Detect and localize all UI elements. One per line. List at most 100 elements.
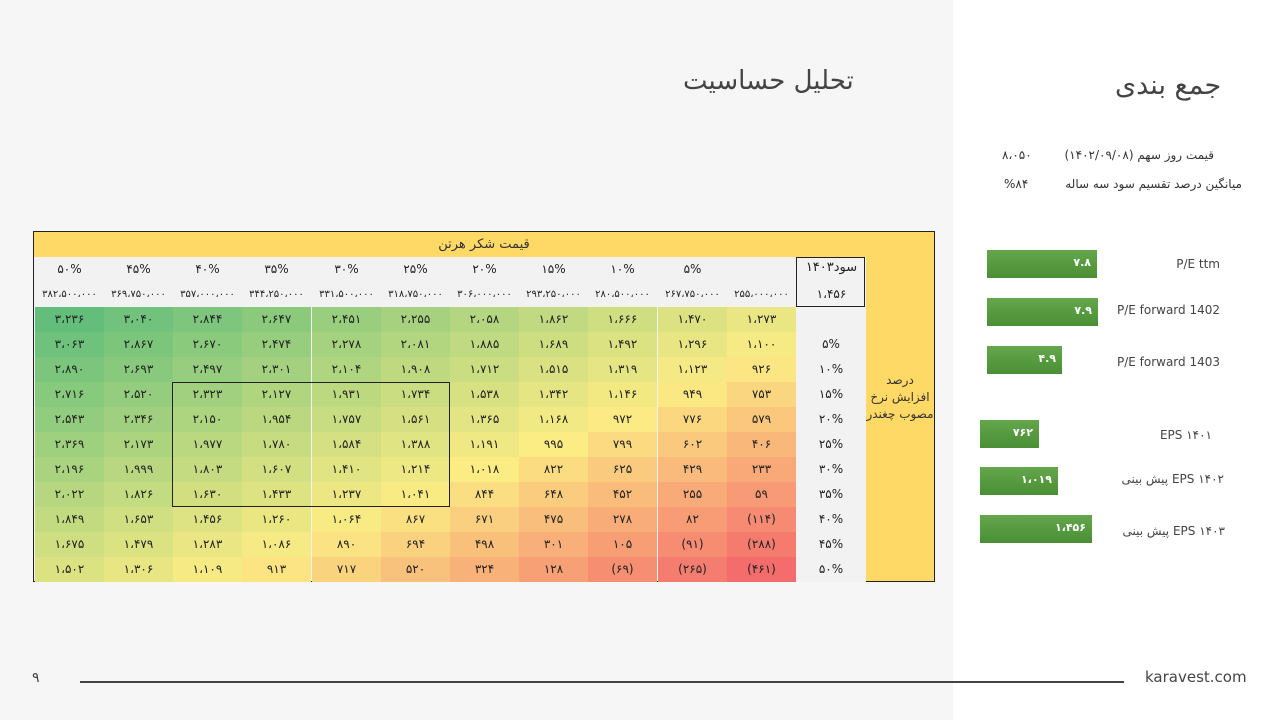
- price-cell: ۳۱۸،۷۵۰،۰۰۰: [381, 282, 450, 307]
- table-cell: ۲،۴۵۱: [312, 307, 381, 332]
- table-cell: ۱،۸۸۵: [450, 332, 519, 357]
- bar-value: ۷.۸: [1073, 256, 1091, 269]
- summary-bar: ۱،۰۱۹: [980, 467, 1058, 495]
- price-cell: ۳۵۷،۰۰۰،۰۰۰: [173, 282, 242, 307]
- column-header: ۴۰%: [173, 257, 242, 282]
- column-header: ۱۰%: [588, 257, 657, 282]
- table-cell: ۱،۱۲۳: [658, 357, 727, 382]
- table-cell: ۲،۳۰۱: [242, 357, 311, 382]
- table-cell: ۵۷۹: [727, 407, 796, 432]
- table-cell: ۲،۱۲۷: [242, 382, 311, 407]
- summary-title: جمع بندی: [1115, 70, 1222, 101]
- table-cell: ۴۲۹: [658, 457, 727, 482]
- table-header: قیمت شکر هرتن: [34, 232, 934, 257]
- table-cell: ۴۹۸: [450, 532, 519, 557]
- table-cell: ۱،۳۸۸: [381, 432, 450, 457]
- bar-label: پیش بینی EPS ۱۴۰۳: [1122, 524, 1225, 538]
- table-cell: ۳،۰۶۳: [35, 332, 104, 357]
- table-cell: ۱،۳۶۵: [450, 407, 519, 432]
- table-cell: ۲،۱۰۴: [312, 357, 381, 382]
- column-header: ۵%: [658, 257, 727, 282]
- price-cell: ۲۵۵،۰۰۰،۰۰۰: [727, 282, 796, 307]
- table-cell: ۱۲۸: [519, 557, 588, 582]
- table-cell: ۲،۸۴۴: [173, 307, 242, 332]
- table-cell: ۱،۲۹۶: [658, 332, 727, 357]
- summary-bar: ۴.۹: [987, 346, 1062, 374]
- table-cell: ۱،۴۱۰: [312, 457, 381, 482]
- bar-value: ۷۶۲: [1012, 426, 1033, 439]
- table-cell: ۱،۶۷۵: [35, 532, 104, 557]
- table-cell: (۱۱۴): [727, 507, 796, 532]
- bar-label: پیش بینی EPS ۱۴۰۲: [1121, 472, 1224, 486]
- column-header: ۳۵%: [242, 257, 311, 282]
- table-cell: ۳،۰۴۰: [104, 307, 173, 332]
- column-header: ۲۵%: [381, 257, 450, 282]
- table-cell: ۱،۲۱۴: [381, 457, 450, 482]
- price-cell: ۲۹۳،۲۵۰،۰۰۰: [519, 282, 588, 307]
- table-cell: ۲،۸۹۰: [35, 357, 104, 382]
- column-header: [727, 257, 796, 282]
- table-cell: ۲،۰۵۸: [450, 307, 519, 332]
- stat-value-price: ۸،۰۵۰: [1002, 148, 1032, 162]
- eps-value: ۱،۴۵۶: [816, 287, 847, 301]
- table-cell: ۲،۶۹۳: [104, 357, 173, 382]
- table-cell: ۷۵۳: [727, 382, 796, 407]
- table-cell: ۱،۹۹۹: [104, 457, 173, 482]
- price-cell: ۳۴۴،۲۵۰،۰۰۰: [242, 282, 311, 307]
- summary-bar: ۷.۹: [987, 298, 1098, 326]
- summary-bar: ۷۶۲: [980, 420, 1039, 448]
- table-cell: ۲۳۳: [727, 457, 796, 482]
- bar-value: ۷.۹: [1074, 304, 1092, 317]
- row-label: ۲۰%: [796, 407, 866, 432]
- table-cell: ۱،۵۸۴: [312, 432, 381, 457]
- page-title: تحلیل حساسیت: [683, 66, 854, 96]
- table-cell: ۷۹۹: [588, 432, 657, 457]
- table-cell: ۱،۸۴۹: [35, 507, 104, 532]
- table-cell: ۲،۷۱۶: [35, 382, 104, 407]
- table-cell: ۱،۰۱۸: [450, 457, 519, 482]
- table-cell: ۱،۶۰۷: [242, 457, 311, 482]
- price-cell: ۳۰۶،۰۰۰،۰۰۰: [450, 282, 519, 307]
- table-cell: (۲۸۸): [727, 532, 796, 557]
- row-label: ۵۰%: [796, 557, 866, 582]
- table-cell: ۱،۸۶۲: [519, 307, 588, 332]
- eps-label: سود۱۴۰۳: [805, 260, 858, 275]
- summary-bar: ۷.۸: [987, 250, 1097, 278]
- table-cell: ۱،۵۱۵: [519, 357, 588, 382]
- table-cell: ۵۲۰: [381, 557, 450, 582]
- table-cell: ۸۴۴: [450, 482, 519, 507]
- table-cell: ۲،۸۶۷: [104, 332, 173, 357]
- footer-divider: [80, 681, 1124, 683]
- table-cell: ۷۱۷: [312, 557, 381, 582]
- table-cell: ۱،۸۲۶: [104, 482, 173, 507]
- table-cell: ۹۹۵: [519, 432, 588, 457]
- table-cell: ۲،۳۶۹: [35, 432, 104, 457]
- bar-label: EPS ۱۴۰۱: [1159, 428, 1212, 442]
- table-cell: ۱،۶۳۰: [173, 482, 242, 507]
- row-label: [796, 307, 866, 332]
- table-cell: ۱،۲۸۳: [173, 532, 242, 557]
- table-cell: ۲،۵۲۰: [104, 382, 173, 407]
- table-cell: ۱،۳۱۹: [588, 357, 657, 382]
- sensitivity-table: قیمت شکر هرتن ۲۵۵،۰۰۰،۰۰۰ ۵% ۲۶۷،۷۵۰،۰۰۰ ۱۰…: [33, 231, 935, 582]
- table-cell: ۱،۷۳۴: [381, 382, 450, 407]
- table-cell: ۳،۲۳۶: [35, 307, 104, 332]
- table-cell: ۱،۷۵۷: [312, 407, 381, 432]
- table-cell: ۱،۹۰۸: [381, 357, 450, 382]
- table-cell: ۱،۷۸۰: [242, 432, 311, 457]
- table-cell: ۱،۶۸۹: [519, 332, 588, 357]
- row-axis-text: درصد افزایش نرخ مصوب چغندر: [866, 373, 934, 421]
- stat-label-price: قیمت روز سهم (۱۴۰۲/۰۹/۰۸): [1064, 148, 1214, 162]
- table-cell: ۱،۴۵۶: [173, 507, 242, 532]
- table-cell: (۹۱): [658, 532, 727, 557]
- table-cell: ۲۷۸: [588, 507, 657, 532]
- table-cell: ۹۲۶: [727, 357, 796, 382]
- table-cell: ۶۲۵: [588, 457, 657, 482]
- table-cell: ۲،۲۷۸: [312, 332, 381, 357]
- table-cell: ۱،۴۳۳: [242, 482, 311, 507]
- table-cell: ۸۹۰: [312, 532, 381, 557]
- table-cell: ۳۰۱: [519, 532, 588, 557]
- table-cell: ۲،۶۷۰: [173, 332, 242, 357]
- table-cell: ۲،۴۷۴: [242, 332, 311, 357]
- table-cell: ۱،۰۶۴: [312, 507, 381, 532]
